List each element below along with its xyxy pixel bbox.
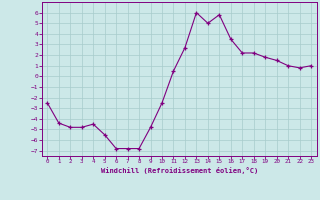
X-axis label: Windchill (Refroidissement éolien,°C): Windchill (Refroidissement éolien,°C) [100,167,258,174]
